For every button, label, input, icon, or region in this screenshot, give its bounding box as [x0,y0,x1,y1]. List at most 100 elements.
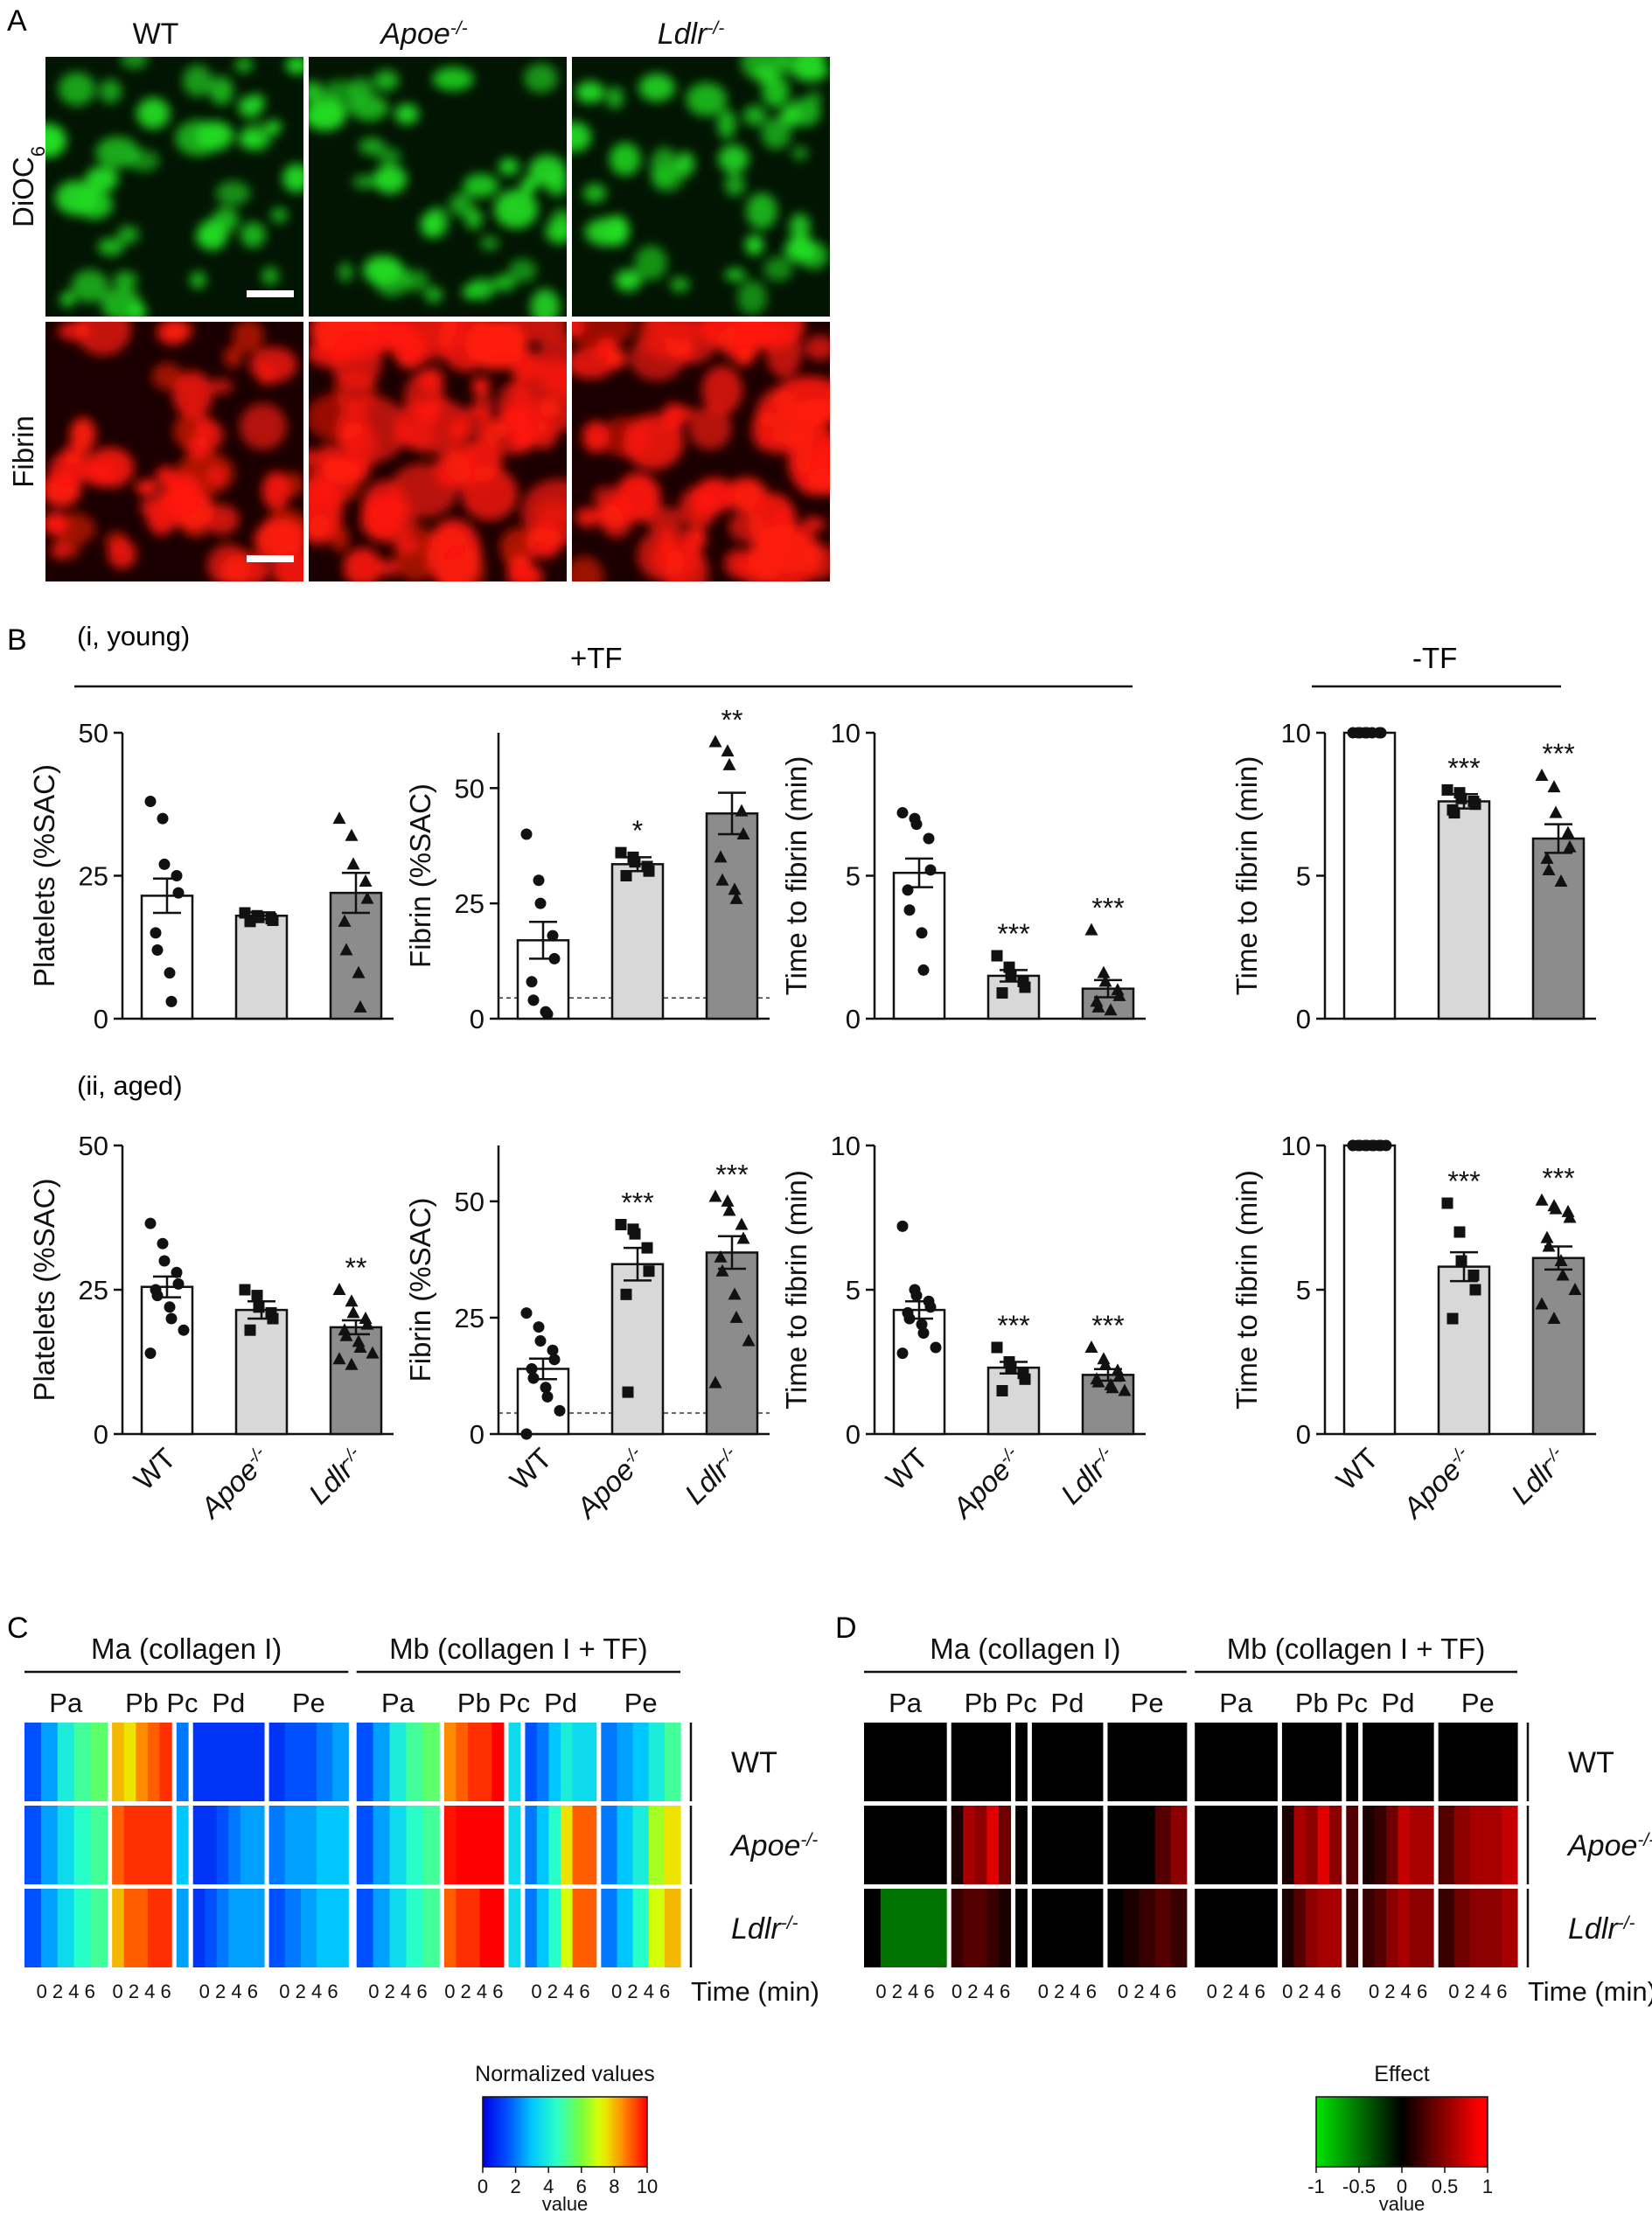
heatmap-cell [664,1889,681,1967]
heatmap-cell [1195,1723,1212,1801]
micrograph-blob [763,256,793,282]
heatmap-cell [300,1723,317,1801]
micrograph-blob [261,267,280,286]
data-point [1441,783,1453,796]
micrograph-blob [95,136,140,169]
time-ticks: 0 2 4 6 [199,1981,258,2002]
data-point [996,987,1008,999]
data-point [360,891,374,904]
heatmap-cell [159,1889,172,1967]
data-point [715,873,729,886]
data-point [896,807,909,819]
micrograph-blob [474,417,508,442]
x-tick-label-apoe: Apoe-/- [1396,1442,1480,1526]
data-point [1019,981,1031,993]
heatmap-cell [268,1889,286,1967]
data-point [144,1347,157,1360]
micrograph-blob [45,512,69,536]
micrograph-blob [373,69,400,92]
data-point [708,1189,722,1202]
y-tick-label: 5 [846,861,861,892]
data-point [239,907,251,919]
data-point [541,1008,554,1020]
heatmap-cell [632,1889,650,1967]
micrograph-blob [805,335,830,361]
micrograph-blob [426,519,482,581]
data-point [916,1319,928,1331]
heatmap-cell [332,1806,349,1884]
row-label-ldlr-base: Ldlr [731,1912,782,1946]
micrograph-blob [549,208,567,242]
heatmap-cell [1453,1723,1471,1801]
heatmap-cell [1346,1723,1359,1801]
micrograph-blobs [309,63,567,317]
bar-apoe [610,863,665,1020]
heatmap-cell [176,1723,189,1801]
time-axis-label: Time (min) [1528,1976,1652,2007]
micrograph-blob [58,72,96,107]
data-point [728,882,742,895]
heatmap-cell [1067,1723,1080,1801]
heatmap-cell [112,1723,125,1801]
heatmap-cell [1195,1889,1212,1967]
heatmap-cell [57,1889,75,1967]
micrograph-blob [45,123,67,158]
bar-apoe [986,1366,1041,1436]
data-point [1097,965,1111,978]
heatmap-cell [192,1889,206,1967]
data-point [910,818,923,831]
micrograph-blob [248,94,266,110]
significance-stars: *** [1447,1166,1480,1197]
micrograph-blob [650,147,679,187]
heatmap-cell [90,1889,108,1967]
micrograph-blob [491,274,516,292]
micrograph-blob [285,57,303,74]
heatmap-cell [389,1806,407,1884]
heatmap-cell [998,1723,1012,1801]
heatmap-cell [205,1723,218,1801]
micrograph-blob [310,513,330,540]
heatmap-cell [284,1889,302,1967]
micrograph-blob [401,269,429,292]
heatmap-cell [1386,1889,1399,1967]
heatmap-cell [356,1889,374,1967]
micro-col-wt: WT [133,17,179,51]
chart-aged-fibrin: 0 25 50 Fibrin (%SAC) WT *** Apoe-/- *** Ldlr-/- [404,1145,770,1525]
data-point [534,897,547,909]
micrograph-blob [343,547,383,581]
micrograph-blob [190,271,206,289]
micrograph-blob [59,291,75,308]
heatmap-cell [1043,1723,1056,1801]
heatmap-cell [159,1723,172,1801]
heatmap-cell [356,1806,374,1884]
micrograph-blob [424,286,443,303]
heatmap-cell [73,1723,92,1801]
heatmap-cell [986,1723,1000,1801]
heatmap-cell [268,1723,286,1801]
plus-tf-label: +TF [570,642,623,674]
heatmap-cell [963,1723,976,1801]
significance-stars: ** [345,1252,367,1284]
heatmap-cell [216,1723,229,1801]
micrograph-blob [60,442,91,477]
heatmap-cell [123,1889,136,1967]
micrograph-blob [530,289,561,317]
y-tick-label: 0 [1296,1419,1311,1450]
row-label-wt-base: WT [1568,1746,1614,1779]
heatmap-cell [1031,1889,1044,1967]
heatmap-cell [896,1723,915,1801]
bar-wt [1342,1144,1397,1436]
heatmap-cell [443,1806,457,1884]
data-point [353,999,367,1013]
data-point [359,874,373,888]
y-tick-label: 10 [1281,718,1311,748]
data-point [541,1390,554,1403]
data-point [924,1301,937,1313]
data-point [714,1250,728,1263]
data-point [923,832,935,845]
heatmap-cell [406,1723,423,1801]
heatmap-cell [1043,1806,1056,1884]
heatmap-cell [443,1889,457,1967]
heatmap-cell [632,1723,650,1801]
